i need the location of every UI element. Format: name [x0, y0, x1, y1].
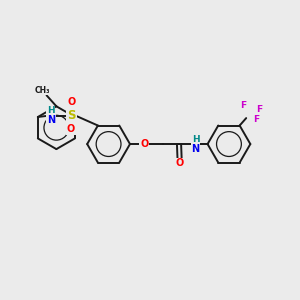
Text: O: O — [140, 139, 148, 149]
Text: N: N — [192, 143, 200, 154]
Text: CH₃: CH₃ — [35, 86, 50, 95]
Text: S: S — [67, 109, 76, 122]
Text: H: H — [47, 106, 55, 115]
Text: H: H — [192, 135, 200, 144]
Text: F: F — [256, 105, 262, 114]
Text: O: O — [176, 158, 184, 168]
Text: F: F — [241, 101, 247, 110]
Text: F: F — [254, 115, 260, 124]
Text: O: O — [67, 124, 75, 134]
Text: N: N — [47, 115, 55, 125]
Text: O: O — [68, 97, 76, 107]
